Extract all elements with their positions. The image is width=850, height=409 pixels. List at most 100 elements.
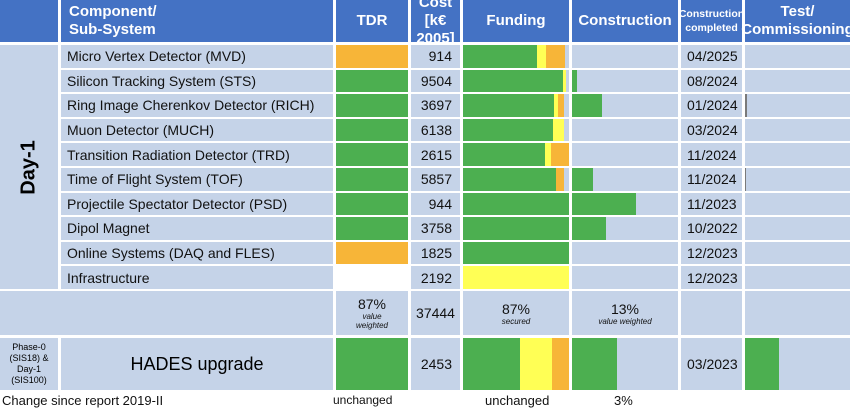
- component-name: Projectile Spectator Detector (PSD): [61, 192, 333, 216]
- summary-construction-note: value weighted: [598, 316, 652, 326]
- test-bar: [745, 192, 850, 216]
- construction-bar: [572, 266, 678, 289]
- hades-funding-segment: [463, 338, 521, 390]
- cost-value: 3697: [411, 94, 460, 117]
- tdr-status: [336, 241, 408, 265]
- component-name: Online Systems (DAQ and FLES): [61, 241, 333, 265]
- summary-test-empty: [745, 291, 850, 335]
- summary-spacer: [0, 291, 333, 335]
- cost-value: 914: [411, 45, 460, 68]
- funding-segment: [554, 94, 559, 117]
- component-name: Ring Image Cherenkov Detector (RICH): [61, 94, 333, 117]
- cost-value: 3758: [411, 217, 460, 240]
- footer-funding: unchanged: [485, 393, 550, 408]
- cost-value: 6138: [411, 118, 460, 142]
- component-name: Muon Detector (MUCH): [61, 118, 333, 142]
- construction-bar: [572, 241, 678, 265]
- funding-segment: [463, 217, 569, 240]
- funding-segment: [463, 45, 538, 68]
- funding-segment: [562, 69, 566, 93]
- funding-segment: [463, 168, 557, 191]
- header-corner: [0, 0, 58, 42]
- funding-bar: [463, 118, 569, 142]
- header-cost: Cost [k€ 2005]: [411, 0, 460, 47]
- test-segment: [745, 168, 746, 191]
- funding-segment: [463, 241, 569, 265]
- summary-tdr-note: value: [362, 312, 382, 321]
- test-bar: [745, 217, 850, 240]
- tdr-status: [336, 94, 408, 117]
- construction-completed-date: 11/2023: [681, 192, 742, 216]
- construction-bar: [572, 94, 678, 117]
- funding-bar: [463, 94, 569, 117]
- construction-completed-date: 11/2024: [681, 168, 742, 191]
- construction-segment: [572, 69, 578, 93]
- construction-bar: [572, 192, 678, 216]
- summary-funding-pct: 87%: [501, 300, 531, 317]
- summary-tdr-pct: 87%: [357, 296, 387, 312]
- component-name: Silicon Tracking System (STS): [61, 69, 333, 93]
- test-bar: [745, 69, 850, 93]
- construction-bar: [572, 168, 678, 191]
- construction-completed-date: 01/2024: [681, 94, 742, 117]
- summary-tdr-note: weighted: [355, 321, 389, 330]
- group-day1: Day-1: [0, 45, 58, 289]
- funding-bar: [463, 69, 569, 93]
- hades-tdr-status: [336, 338, 408, 390]
- funding-segment: [556, 168, 564, 191]
- funding-segment: [545, 45, 565, 68]
- construction-completed-date: 10/2022: [681, 217, 742, 240]
- tdr-status: [336, 118, 408, 142]
- construction-completed-date: 04/2025: [681, 45, 742, 68]
- tdr-status: [336, 45, 408, 68]
- test-bar: [745, 266, 850, 289]
- hades-test-bar: [745, 338, 850, 390]
- component-name: Infrastructure: [61, 266, 333, 289]
- funding-bar: [463, 168, 569, 191]
- hades-construction-segment: [572, 338, 617, 390]
- funding-segment: [537, 45, 546, 68]
- tdr-status: [336, 217, 408, 240]
- funding-segment: [463, 69, 563, 93]
- construction-completed-date: 12/2023: [681, 266, 742, 289]
- construction-bar: [572, 118, 678, 142]
- funding-bar: [463, 266, 569, 289]
- construction-segment: [572, 192, 636, 216]
- construction-completed-date: 08/2024: [681, 69, 742, 93]
- cost-value: 2615: [411, 143, 460, 166]
- test-segment: [745, 94, 747, 117]
- hades-test-segment: [745, 338, 779, 390]
- summary-cost-value: 37444: [416, 305, 455, 321]
- funding-segment: [463, 94, 555, 117]
- group-label: Day-1: [17, 139, 40, 195]
- construction-completed-date: 11/2024: [681, 143, 742, 166]
- component-name: Time of Flight System (TOF): [61, 168, 333, 191]
- header-tdr: TDR: [336, 0, 408, 42]
- tdr-status: [336, 143, 408, 166]
- funding-bar: [463, 143, 569, 166]
- cost-value: 944: [411, 192, 460, 216]
- test-bar: [745, 94, 850, 117]
- tdr-status: [336, 69, 408, 93]
- component-name: Micro Vertex Detector (MVD): [61, 45, 333, 68]
- hades-phase-label: Phase-0 (SIS18) & Day-1 (SIS100): [0, 338, 58, 390]
- construction-bar: [572, 143, 678, 166]
- hades-funding-bar: [463, 338, 569, 390]
- hades-construction-bar: [572, 338, 678, 390]
- funding-segment: [463, 118, 554, 142]
- summary-funding: 87% secured: [463, 291, 569, 335]
- tdr-status: [336, 266, 408, 289]
- header-funding: Funding: [463, 0, 569, 42]
- footer-label: Change since report 2019-II: [2, 393, 164, 408]
- construction-segment: [572, 217, 606, 240]
- funding-segment: [550, 143, 569, 166]
- summary-tdr: 87% value weighted: [336, 291, 408, 335]
- funding-bar: [463, 192, 569, 216]
- tdr-status: [336, 192, 408, 216]
- cost-value: 2192: [411, 266, 460, 289]
- construction-bar: [572, 45, 678, 68]
- construction-segment: [572, 94, 602, 117]
- tdr-status: [336, 168, 408, 191]
- hades-completed-date: 03/2023: [681, 338, 742, 390]
